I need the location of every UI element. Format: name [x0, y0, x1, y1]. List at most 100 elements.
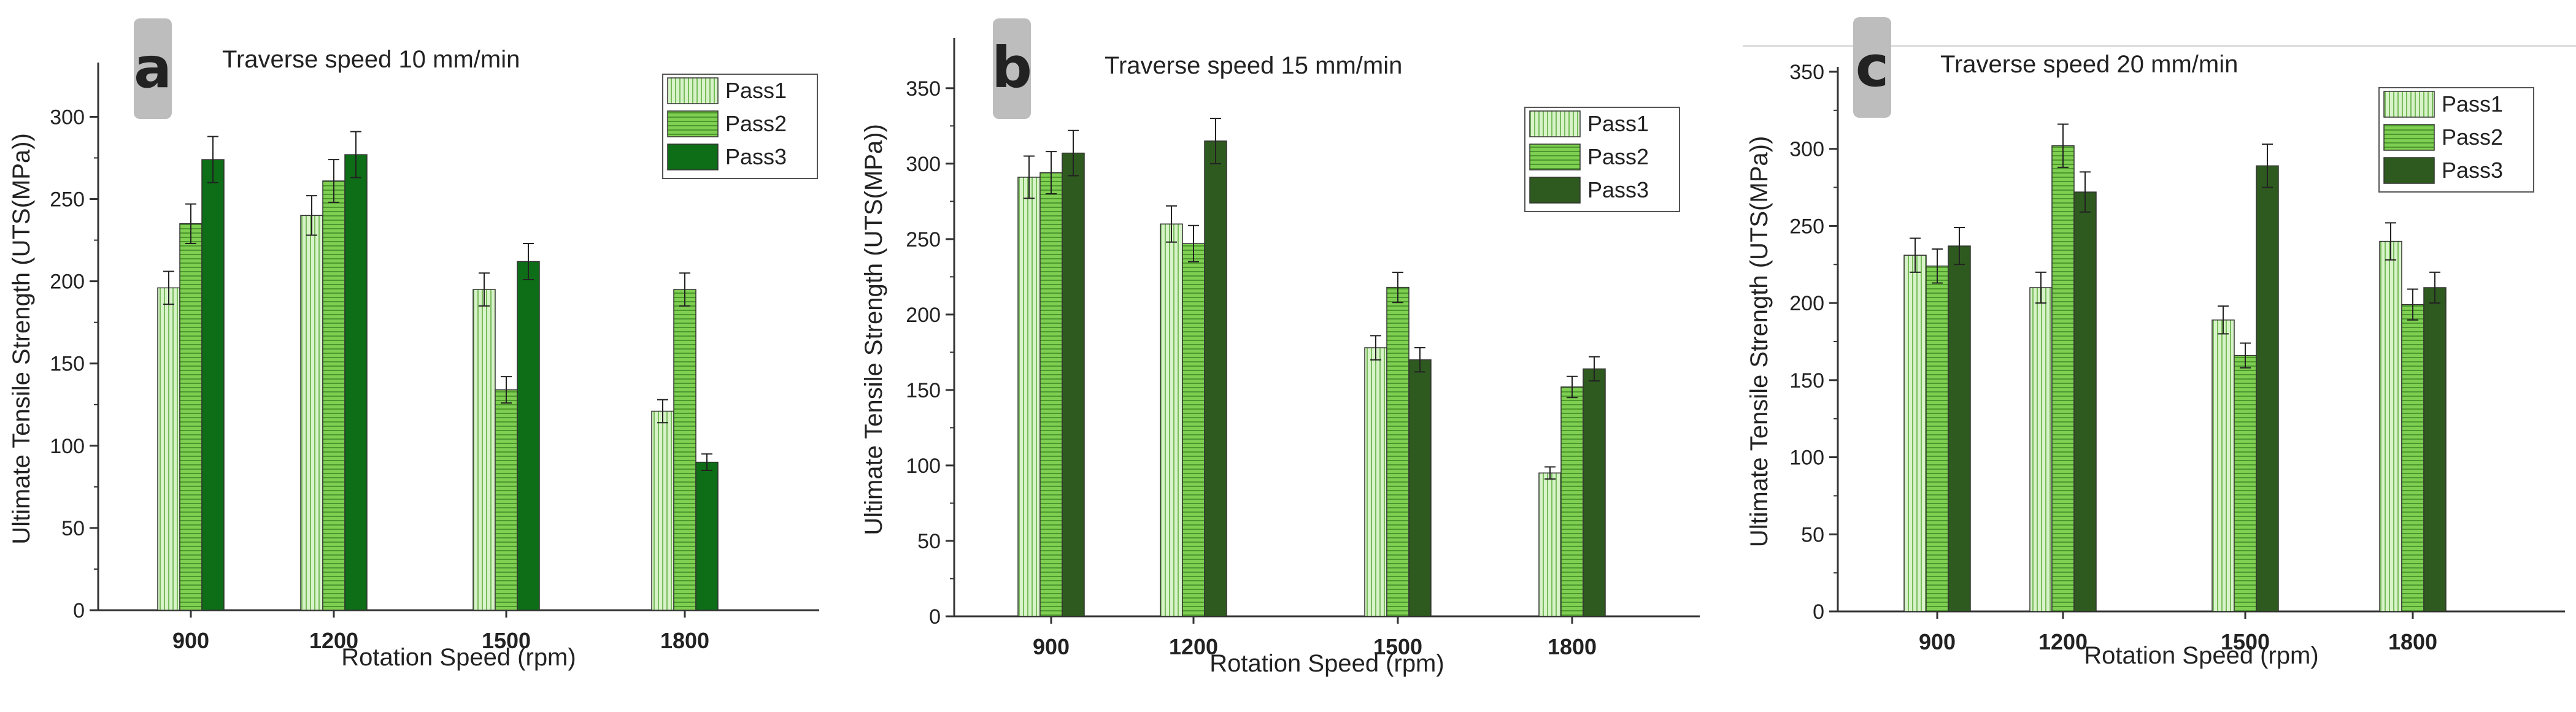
- y-tick-label: 200: [906, 304, 941, 327]
- y-tick-label: 350: [1789, 61, 1824, 84]
- x-tick-label: 1800: [1548, 634, 1597, 659]
- legend: Pass1 Pass2 Pass3: [662, 74, 818, 179]
- y-tick-label: 100: [1789, 446, 1824, 470]
- legend-label-pass3: Pass3: [725, 144, 787, 169]
- chart-title: Traverse speed 20 mm/min: [1940, 51, 2238, 78]
- x-tick-label: 900: [1919, 629, 1956, 654]
- y-tick-label: 250: [1789, 215, 1824, 238]
- x-tick-label: 1200: [1169, 634, 1218, 659]
- bar-pass2-1800: [1560, 386, 1584, 617]
- chart-panel-b: b Traverse speed 15 mm/min 0 50 100 150 200 250…: [860, 18, 1700, 677]
- y-tick-label: 0: [1813, 600, 1824, 624]
- y-tick-label: 100: [50, 435, 85, 458]
- x-tick-label: 1500: [482, 628, 531, 653]
- legend-swatch-pass2: [2383, 124, 2435, 151]
- x-tick-label: 1500: [2221, 629, 2270, 654]
- y-tick-label: 250: [50, 188, 85, 212]
- y-tick-label: 50: [61, 517, 85, 540]
- bar-pass3-900: [201, 159, 225, 611]
- bar-pass2-1500: [495, 389, 518, 611]
- bar-pass2-1500: [1386, 286, 1409, 617]
- y-tick-label: 100: [906, 454, 941, 478]
- chart-panel-c: c Traverse speed 20 mm/min 0 50 100 150 200 250…: [1743, 17, 2576, 669]
- legend-swatch-pass1: [667, 77, 719, 104]
- bar-pass2-900: [179, 223, 202, 611]
- bar-pass1-900: [1017, 177, 1041, 617]
- panel-badge: [993, 18, 1031, 119]
- chart-panel-a: a Traverse speed 10 mm/min 0 50 100 150 200 250…: [8, 18, 819, 671]
- y-tick-label: 300: [906, 153, 941, 176]
- legend-swatch-pass3: [2383, 157, 2435, 184]
- panel-label: c: [1856, 34, 1889, 99]
- y-axis-label: Ultimate Tensile Strength (UTS(MPa)): [8, 133, 35, 545]
- bar-pass3-1200: [2073, 191, 2097, 612]
- bar-pass1-1800: [651, 410, 674, 611]
- bar-pass1-900: [157, 287, 180, 611]
- bar-pass1-1500: [472, 289, 496, 611]
- y-tick-label: 350: [906, 77, 941, 101]
- x-axis-label: Rotation Speed (rpm): [341, 644, 576, 671]
- y-tick-label: 200: [1789, 292, 1824, 315]
- bar-pass2-900: [1926, 266, 1949, 612]
- y-tick-label: 300: [1789, 138, 1824, 161]
- bar-pass3-1800: [1583, 368, 1606, 617]
- legend-swatch-pass3: [1529, 177, 1581, 204]
- x-axis-label: Rotation Speed (rpm): [1209, 650, 1444, 677]
- bar-pass3-1500: [2256, 165, 2279, 612]
- bar-pass3-1500: [1408, 359, 1432, 617]
- bar-pass1-1200: [2029, 287, 2053, 612]
- y-tick-label: 150: [906, 379, 941, 402]
- legend-label-pass2: Pass2: [1587, 144, 1649, 169]
- y-tick-label: 0: [73, 599, 85, 622]
- y-tick-label: 300: [50, 105, 85, 129]
- legend-label-pass3: Pass3: [1587, 177, 1649, 202]
- bar-pass3-1800: [695, 461, 719, 611]
- panel-badge: [134, 18, 172, 119]
- panel-label: a: [134, 35, 172, 101]
- legend-label-pass1: Pass1: [725, 78, 787, 103]
- bar-pass1-1500: [2212, 320, 2235, 612]
- panel-label: b: [992, 35, 1032, 101]
- y-axis-label: Ultimate Tensile Strength (UTS(MPa)): [860, 124, 887, 535]
- bar-pass1-1200: [1160, 223, 1183, 617]
- bar-pass2-1800: [2401, 304, 2424, 612]
- bar-pass3-900: [1062, 152, 1085, 617]
- y-tick-label: 250: [906, 228, 941, 251]
- y-axis-label: Ultimate Tensile Strength (UTS(MPa)): [1746, 136, 1773, 548]
- y-tick-label: 150: [1789, 369, 1824, 392]
- bar-pass2-1200: [2051, 145, 2075, 612]
- bar-pass1-1200: [300, 215, 323, 611]
- chart-title: Traverse speed 10 mm/min: [222, 46, 520, 73]
- y-tick-label: 50: [1801, 523, 1824, 546]
- x-tick-label: 900: [172, 628, 209, 653]
- y-tick-label: 150: [50, 353, 85, 376]
- bar-pass3-900: [1948, 245, 1971, 612]
- bar-pass3-1500: [517, 261, 540, 611]
- x-tick-label: 1800: [660, 628, 709, 653]
- legend: Pass1 Pass2 Pass3: [2378, 87, 2534, 193]
- bar-pass2-900: [1039, 172, 1063, 617]
- x-tick-label: 1200: [309, 628, 358, 653]
- legend-label-pass1: Pass1: [2442, 91, 2503, 117]
- legend-label-pass2: Pass2: [725, 111, 787, 136]
- x-tick-label: 900: [1033, 634, 1070, 659]
- bar-pass2-1200: [322, 180, 345, 611]
- bar-pass2-1800: [673, 289, 696, 611]
- legend: Pass1 Pass2 Pass3: [1524, 107, 1680, 212]
- x-tick-label: 1800: [2388, 629, 2437, 654]
- legend-swatch-pass2: [667, 110, 719, 137]
- bar-pass3-1800: [2423, 287, 2447, 612]
- y-tick-label: 200: [50, 270, 85, 294]
- x-axis-label: Rotation Speed (rpm): [2084, 642, 2318, 669]
- y-tick-label: 50: [917, 530, 941, 553]
- panel-badge: [1853, 17, 1891, 118]
- legend-label-pass2: Pass2: [2442, 124, 2503, 150]
- legend-swatch-pass3: [667, 144, 719, 170]
- legend-swatch-pass1: [2383, 91, 2435, 118]
- bar-pass2-1200: [1182, 243, 1205, 617]
- x-tick-label: 1200: [2038, 629, 2088, 654]
- legend-swatch-pass2: [1529, 144, 1581, 170]
- legend-swatch-pass1: [1529, 110, 1581, 137]
- bar-pass3-1200: [344, 154, 368, 611]
